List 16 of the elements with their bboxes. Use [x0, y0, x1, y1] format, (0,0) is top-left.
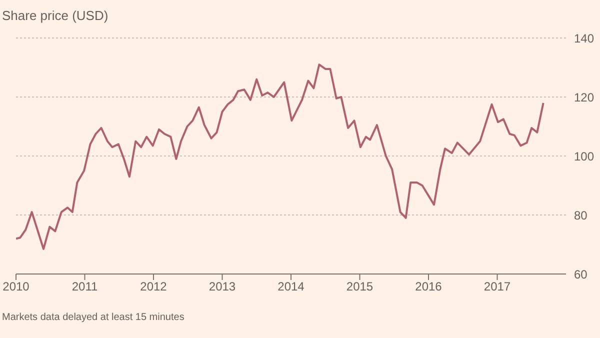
y-tick-label: 120: [574, 90, 594, 104]
x-tick-label: 2015: [346, 280, 374, 294]
y-tick-label: 140: [574, 31, 594, 46]
chart-subtitle: Share price (USD): [2, 8, 108, 23]
x-tick-label: 2013: [208, 280, 236, 294]
y-tick-label: 80: [574, 208, 588, 222]
x-tick-label: 2017: [484, 280, 511, 294]
x-tick-label: 2012: [140, 280, 168, 294]
line-series: [16, 64, 544, 250]
x-tick-label: 2010: [2, 280, 30, 294]
x-tick-label: 2014: [278, 280, 305, 294]
y-tick-label: 60: [574, 267, 588, 282]
text: Markets data delayed at least 15 minutes: [2, 312, 184, 323]
x-tick-label: 2016: [415, 280, 442, 294]
y-tick-label: 100: [574, 149, 594, 164]
x-tick-label: 2011: [72, 280, 98, 294]
